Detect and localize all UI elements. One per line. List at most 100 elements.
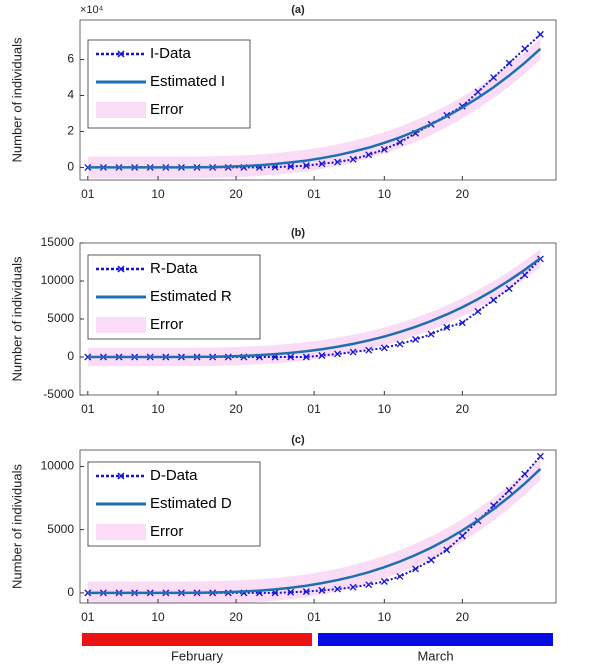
y-tick-label: 2	[67, 124, 74, 138]
legend-swatch	[96, 102, 146, 118]
marker	[412, 565, 420, 573]
marker	[349, 348, 357, 356]
marker	[365, 581, 373, 589]
legend-label: Error	[150, 101, 183, 118]
error-band	[87, 457, 541, 603]
marker	[521, 271, 529, 279]
x-tick-label: 20	[229, 610, 243, 624]
legend-swatch	[96, 317, 146, 333]
error-band	[87, 37, 541, 179]
marker	[427, 330, 435, 338]
x-tick-label: 20	[456, 187, 470, 201]
legend-label: I-Data	[150, 45, 192, 62]
legend-label: Estimated R	[150, 288, 232, 305]
marker	[490, 74, 498, 81]
marker	[349, 155, 357, 163]
y-tick-label: -5000	[43, 387, 74, 401]
marker	[365, 346, 373, 354]
x-tick-label: 20	[229, 402, 243, 416]
x-tick-label: 10	[151, 610, 165, 624]
chart-title: (b)	[291, 227, 305, 239]
marker	[287, 588, 295, 596]
marker	[271, 589, 279, 597]
legend-label: Error	[150, 316, 183, 333]
x-tick-label: 10	[378, 187, 392, 201]
plot-area	[84, 249, 544, 367]
x-tick-label: 01	[307, 402, 321, 416]
plot-area	[84, 452, 544, 603]
y-tick-label: 5000	[47, 522, 74, 536]
y-axis-label: Number of individuals	[9, 37, 24, 163]
marker	[334, 158, 341, 166]
legend-label: Error	[150, 523, 183, 540]
x-tick-label: 01	[81, 187, 95, 201]
y-axis-label: Number of individuals	[9, 464, 24, 590]
estimate-line	[87, 47, 542, 169]
marker	[380, 344, 388, 352]
marker	[318, 160, 326, 168]
marker	[474, 88, 482, 96]
marker	[318, 352, 326, 359]
x-tick-label: 20	[229, 187, 243, 201]
legend-marker	[117, 472, 125, 480]
y-tick-label: 15000	[41, 235, 75, 249]
marker	[521, 45, 529, 53]
marker	[505, 487, 513, 494]
marker	[396, 572, 404, 580]
chart-title: (c)	[291, 434, 305, 446]
x-tick-label: 01	[81, 610, 95, 624]
marker	[474, 307, 482, 315]
marker	[365, 151, 373, 159]
marker	[380, 578, 388, 585]
x-tick-label: 01	[307, 610, 321, 624]
x-tick-label: 10	[378, 402, 392, 416]
marker	[334, 350, 341, 358]
marker	[458, 532, 466, 540]
marker	[302, 588, 310, 596]
estimate-line	[87, 468, 542, 595]
y-tick-label: 0	[67, 160, 74, 174]
x-tick-label: 01	[307, 187, 321, 201]
axes-box	[79, 242, 557, 396]
chart-title: (a)	[291, 4, 305, 16]
x-tick-label: 10	[151, 402, 165, 416]
marker	[505, 285, 513, 293]
y-axis-label: Number of individuals	[9, 256, 24, 382]
timeline-label: February	[171, 648, 224, 663]
plot-area	[84, 30, 544, 179]
legend-marker	[117, 265, 125, 273]
y-tick-label: 4	[67, 88, 74, 102]
y-tick-label: 0	[67, 349, 74, 363]
legend-label: Estimated I	[150, 73, 225, 90]
estimate-line	[87, 257, 542, 359]
y-tick-label: 10000	[41, 459, 75, 473]
marker	[458, 319, 466, 327]
legend-label: R-Data	[150, 260, 198, 277]
timeline-bar	[82, 633, 312, 646]
y-tick-label: 6	[67, 52, 74, 66]
marker	[349, 583, 357, 591]
y-exponent: ×10⁴	[80, 4, 104, 16]
marker	[318, 586, 326, 594]
marker	[536, 452, 544, 460]
error-band	[87, 249, 541, 367]
legend-label: D-Data	[150, 467, 198, 484]
x-tick-label: 10	[378, 610, 392, 624]
marker	[302, 162, 310, 170]
marker	[396, 340, 404, 348]
marker	[287, 353, 295, 361]
x-tick-label: 20	[456, 610, 470, 624]
marker	[443, 323, 451, 331]
marker	[412, 336, 420, 343]
marker	[396, 138, 404, 146]
marker	[334, 585, 341, 593]
x-tick-label: 10	[151, 187, 165, 201]
marker	[490, 296, 498, 304]
y-tick-label: 0	[67, 585, 74, 599]
x-tick-label: 01	[81, 402, 95, 416]
marker	[505, 59, 513, 67]
axes-box	[79, 449, 557, 604]
y-tick-label: 5000	[47, 311, 74, 325]
marker	[380, 145, 388, 153]
